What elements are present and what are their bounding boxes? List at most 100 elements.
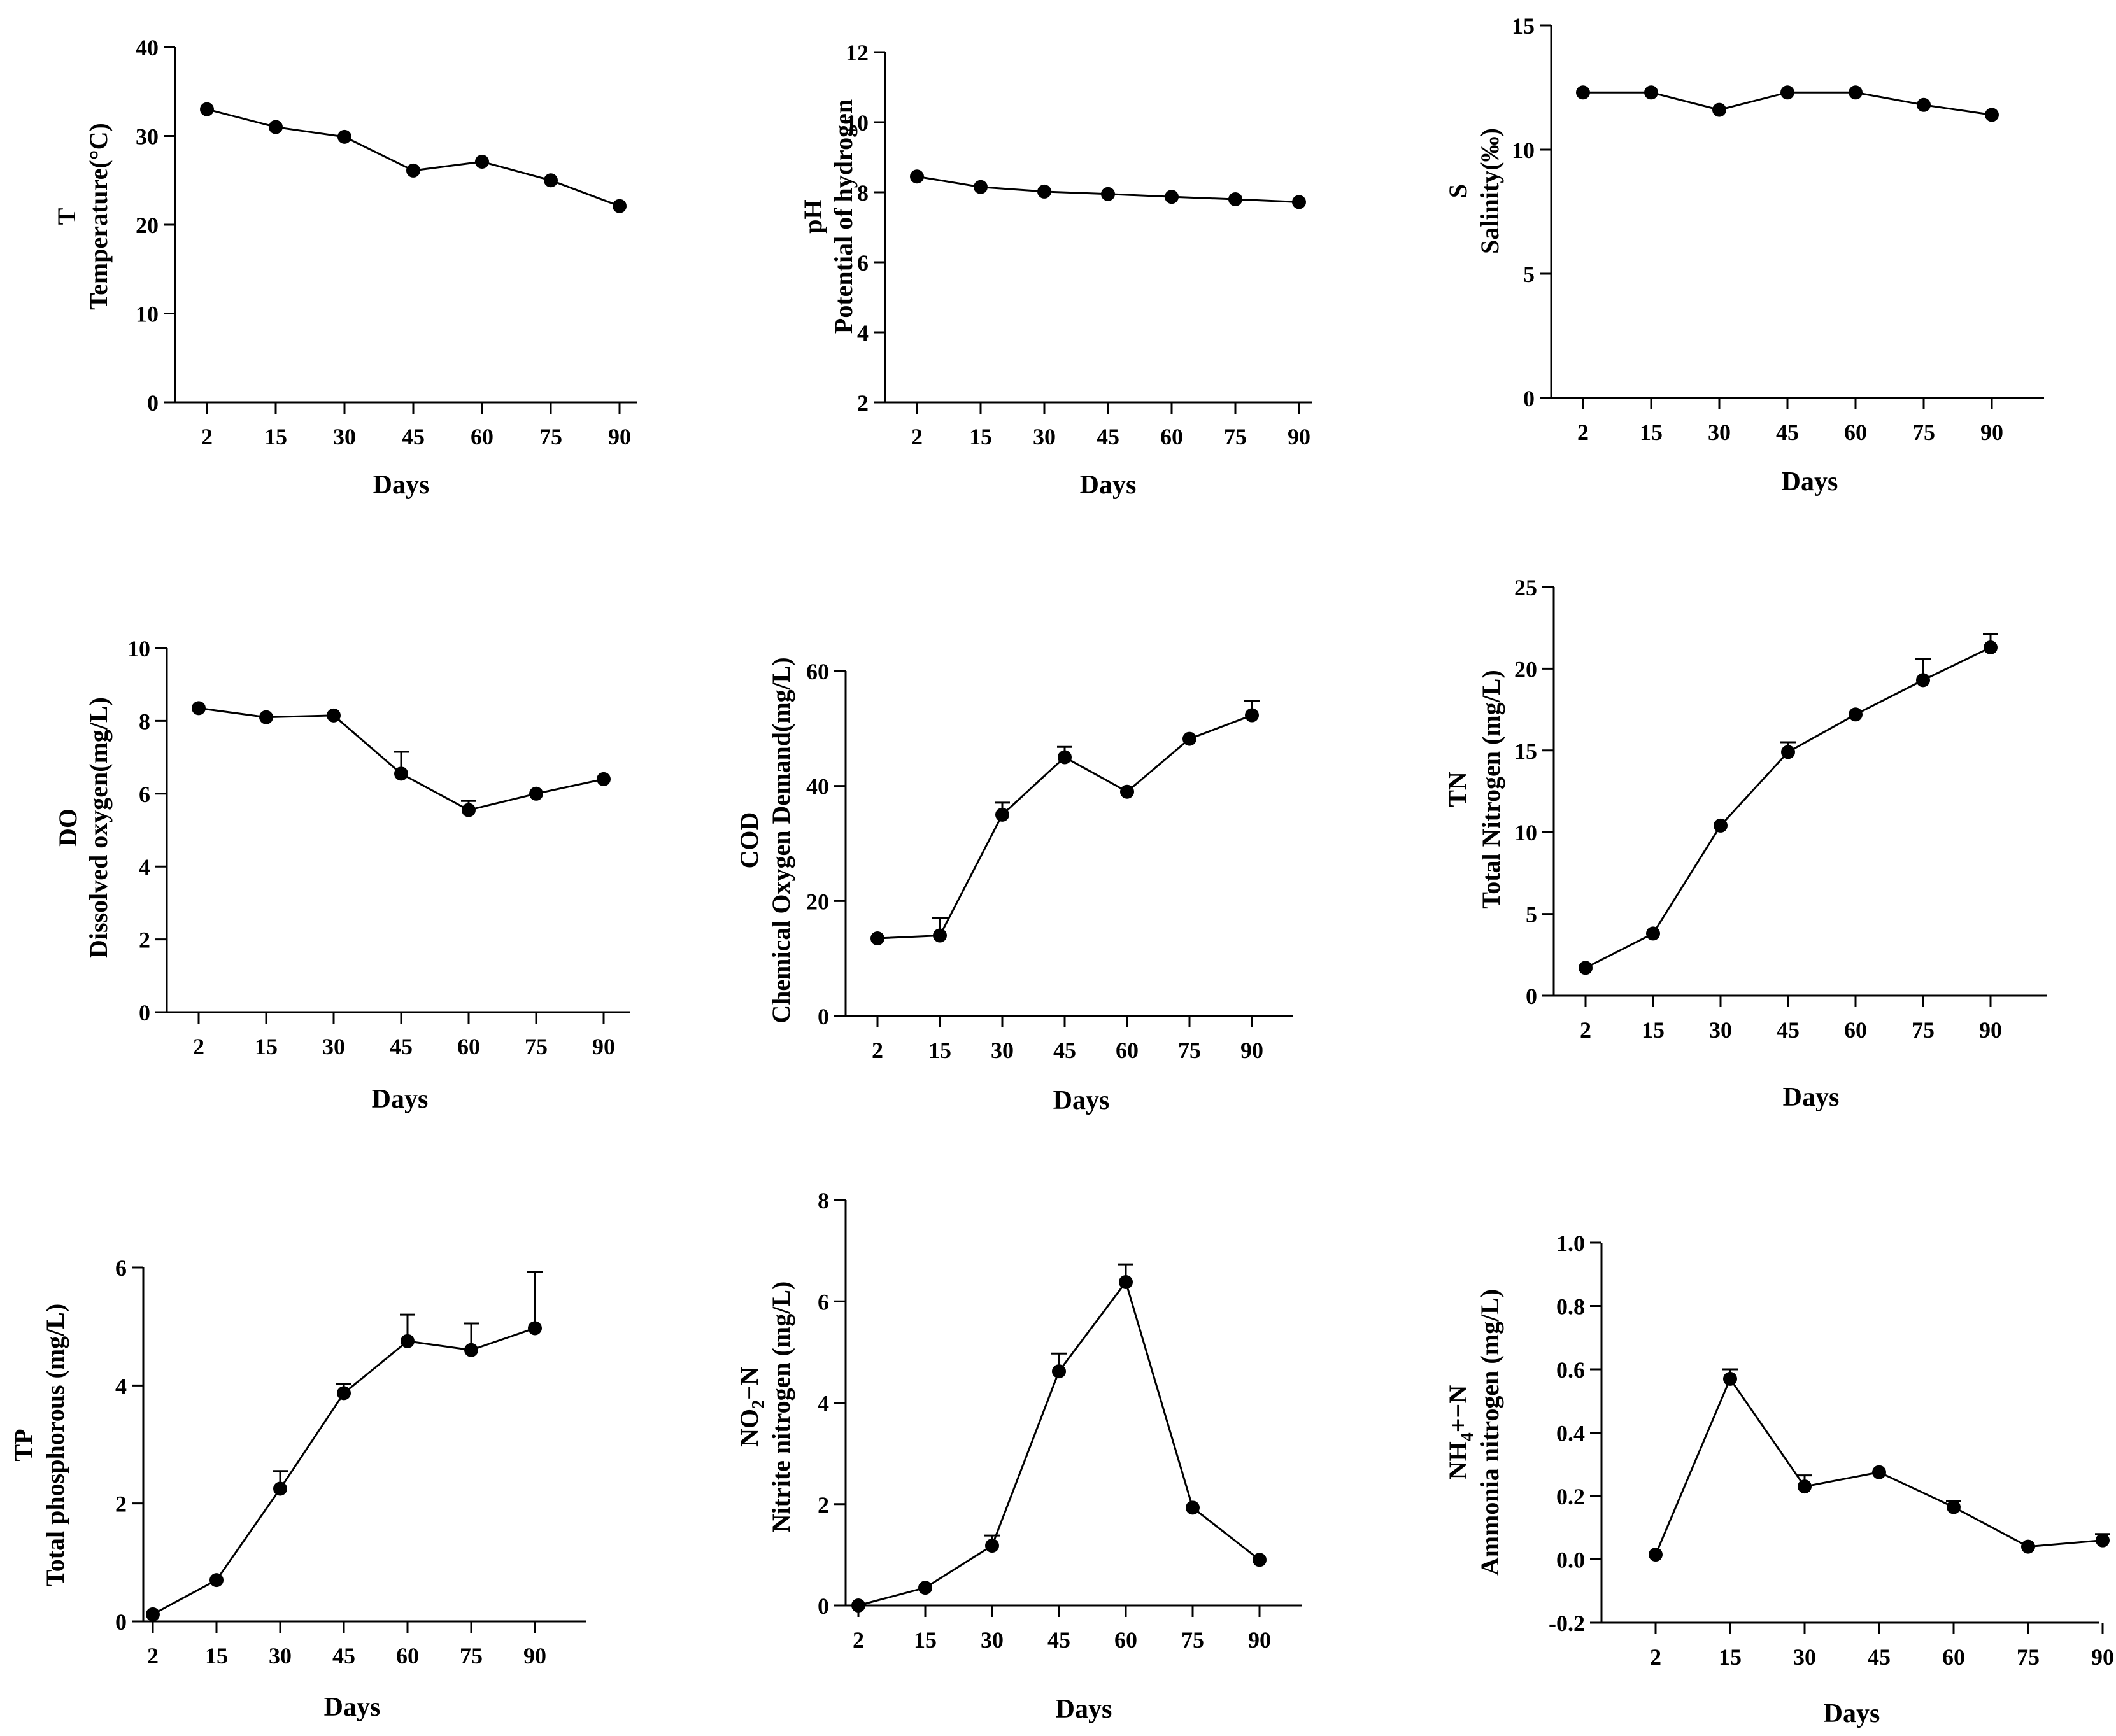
y-tick-label: 2 — [857, 390, 869, 416]
data-point — [1228, 192, 1242, 206]
y-axis-title: Nitrite nitrogen (mg/L) — [767, 1281, 795, 1533]
y-tick-label: 6 — [115, 1255, 127, 1281]
x-tick-label: 15 — [264, 424, 287, 449]
y-tick-label: 5 — [1526, 902, 1537, 928]
y-axis-title: Dissolved oxygen(mg/L) — [84, 697, 113, 958]
x-tick-label: 45 — [1053, 1038, 1076, 1063]
y-axis-abbr: S — [1444, 184, 1472, 198]
data-point — [1576, 85, 1590, 100]
series-line — [1585, 646, 1991, 969]
x-tick-label: 90 — [1979, 1017, 2002, 1043]
series-line — [152, 1327, 536, 1616]
x-tick-label: 60 — [1160, 424, 1183, 449]
data-point — [1947, 1500, 1961, 1514]
x-tick-label: 30 — [991, 1038, 1014, 1063]
x-tick-label: 2 — [1580, 1017, 1591, 1043]
data-point — [995, 807, 1009, 822]
x-tick-label: 90 — [523, 1643, 546, 1669]
x-tick-label: 45 — [332, 1643, 355, 1669]
y-axis-title: Chemical Oxygen Demand(mg/L) — [767, 657, 795, 1024]
x-tick-label: 90 — [2091, 1644, 2114, 1670]
data-point — [462, 803, 476, 817]
x-axis-title: Days — [1782, 467, 1838, 497]
y-axis-title: Potential of hydrogen — [829, 99, 858, 334]
data-point — [1714, 818, 1728, 833]
y-abbr-rest: −N — [735, 1367, 763, 1400]
y-tick-label: 0 — [818, 1004, 829, 1029]
x-tick-label: 45 — [1868, 1644, 1891, 1670]
x-tick-label: 45 — [390, 1034, 413, 1059]
x-tick-label: 30 — [1793, 1644, 1816, 1670]
x-axis-title: Days — [1056, 1695, 1112, 1724]
x-tick-label: 15 — [928, 1038, 951, 1063]
y-axis-abbr: NO2−N — [735, 1367, 769, 1447]
x-axis-title: Days — [1783, 1083, 1840, 1112]
data-point — [209, 1573, 224, 1588]
data-point — [1037, 184, 1051, 199]
x-tick-label: 90 — [1248, 1627, 1271, 1653]
data-point — [464, 1343, 478, 1357]
y-axis-abbr: NH4+−N — [1444, 1385, 1477, 1480]
data-point — [1984, 640, 1998, 655]
data-point — [1245, 708, 1259, 723]
y-tick-label: 0.2 — [1556, 1484, 1585, 1509]
x-tick-label: 60 — [471, 424, 493, 449]
x-tick-label: 75 — [539, 424, 562, 449]
y-tick-label: 10 — [136, 302, 159, 327]
y-tick-label: 0 — [139, 1000, 150, 1026]
y-abbr-sub: 2 — [749, 1400, 769, 1409]
data-point — [1798, 1479, 1812, 1494]
x-axis-title: Days — [1080, 470, 1137, 500]
y-axis-abbr: TP — [9, 1429, 38, 1461]
data-point — [1649, 1548, 1663, 1562]
x-tick-label: 90 — [1980, 420, 2003, 445]
y-tick-label: 8 — [857, 180, 869, 206]
x-tick-label: 75 — [1912, 1017, 1935, 1043]
y-tick-label: 10 — [127, 636, 150, 661]
x-tick-label: 75 — [1181, 1627, 1204, 1653]
data-point — [259, 710, 273, 724]
y-tick-label: 10 — [846, 110, 869, 136]
y-tick-label: 6 — [139, 782, 150, 807]
x-tick-label: 45 — [1777, 1017, 1800, 1043]
y-abbr-main: NH — [1444, 1441, 1472, 1479]
x-tick-label: 15 — [1642, 1017, 1665, 1043]
data-point — [337, 1386, 351, 1401]
x-axis-title: Days — [373, 470, 430, 500]
data-point — [870, 931, 884, 946]
data-point — [910, 169, 924, 184]
x-tick-label: 75 — [1178, 1038, 1201, 1063]
series-line — [206, 108, 620, 208]
y-tick-label: -0.2 — [1549, 1611, 1585, 1636]
data-point — [1058, 750, 1072, 765]
data-point — [1916, 673, 1930, 688]
data-point — [1849, 707, 1863, 722]
y-tick-label: 4 — [857, 320, 869, 346]
y-axis-abbr: DO — [53, 808, 82, 847]
x-tick-label: 45 — [1776, 420, 1799, 445]
x-tick-label: 2 — [193, 1034, 204, 1059]
x-tick-label: 30 — [269, 1643, 292, 1669]
y-tick-label: 0 — [818, 1593, 829, 1619]
x-tick-label: 60 — [1844, 420, 1867, 445]
y-tick-label: 2 — [818, 1492, 829, 1518]
data-point — [1781, 745, 1795, 759]
y-tick-label: 4 — [139, 854, 150, 880]
y-tick-label: 2 — [139, 928, 150, 953]
y-tick-label: 40 — [136, 35, 159, 60]
chart-dissolved-oxygen: 0 2 4 6 8 10 2 15 30 45 60 75 90 Days DO Dissolved oxyg… — [53, 636, 630, 1114]
chart-cod: 0 20 40 60 2 15 30 45 60 75 90 Days COD Chemical Oxyg… — [735, 657, 1293, 1115]
x-axis-title: Days — [1053, 1086, 1110, 1115]
x-tick-label: 90 — [1288, 424, 1310, 449]
data-point — [918, 1581, 932, 1595]
x-tick-label: 2 — [147, 1643, 159, 1669]
x-tick-label: 45 — [1047, 1627, 1070, 1653]
data-point — [528, 1321, 542, 1336]
x-tick-label: 15 — [969, 424, 992, 449]
series-line — [858, 1280, 1260, 1607]
x-tick-label: 2 — [1577, 420, 1589, 445]
y-tick-label: 20 — [136, 213, 159, 238]
chart-ph: 2 4 6 8 10 12 2 15 30 45 60 75 90 Days pH Potential of … — [799, 40, 1312, 500]
y-tick-label: 0.6 — [1556, 1357, 1585, 1383]
